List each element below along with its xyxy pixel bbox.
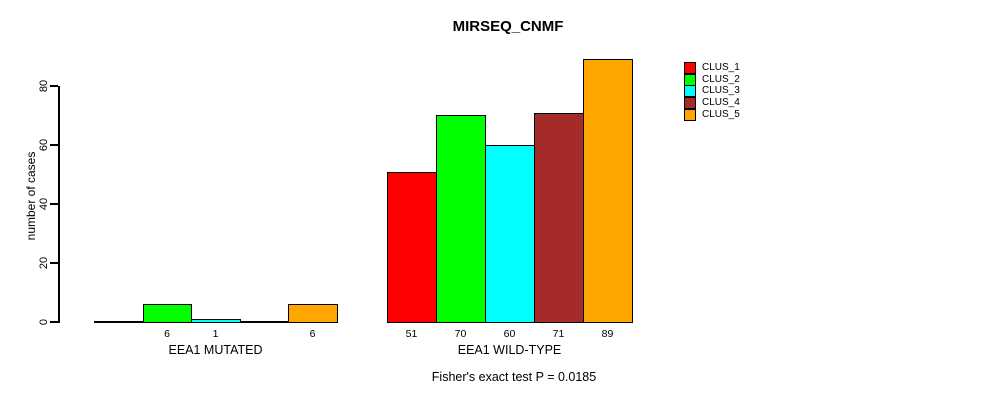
legend-swatch-clus_4 — [684, 96, 696, 109]
bar-clus_2-group2 — [436, 115, 486, 323]
bar-clus_1-group2 — [387, 172, 437, 323]
y-axis-tick — [50, 85, 58, 87]
legend-item: CLUS_2 — [684, 73, 740, 86]
legend-swatch-clus_1 — [684, 61, 696, 74]
y-axis-tick-label: 40 — [38, 197, 50, 211]
bar-value-label: 6 — [309, 328, 316, 340]
legend: CLUS_1 CLUS_2 CLUS_3 CLUS_4 CLUS_5 — [684, 61, 740, 121]
legend-item: CLUS_3 — [684, 85, 740, 98]
bar-value-label: 70 — [454, 328, 467, 340]
legend-item: CLUS_1 — [684, 61, 740, 74]
legend-label: CLUS_5 — [702, 108, 740, 120]
y-axis-tick — [50, 262, 58, 264]
bar-clus_2-group1 — [143, 304, 192, 323]
legend-swatch-clus_2 — [684, 73, 696, 86]
y-axis-tick — [50, 321, 58, 323]
bar-value-label: 89 — [601, 328, 614, 340]
bar-clus_5-group1 — [288, 304, 338, 323]
bar-clus_3-group2 — [485, 145, 535, 323]
bar-value-label: 1 — [212, 328, 219, 340]
bar-clus_1-group1 — [94, 321, 144, 323]
legend-item: CLUS_5 — [684, 108, 740, 121]
bar-value-label: 6 — [164, 328, 170, 340]
y-axis-tick — [50, 144, 58, 146]
legend-label: CLUS_2 — [702, 73, 740, 85]
y-axis-tick — [50, 203, 58, 205]
y-axis-tick-label: 60 — [38, 138, 50, 152]
legend-label: CLUS_4 — [702, 96, 740, 108]
y-axis-tick-label: 0 — [38, 318, 50, 326]
bar-clus_3-group1 — [191, 319, 241, 323]
y-axis-tick-label: 80 — [38, 79, 50, 93]
legend-swatch-clus_5 — [684, 108, 696, 121]
legend-swatch-clus_3 — [684, 85, 696, 98]
bar-clus_4-group2 — [534, 113, 584, 323]
group-label-wildtype: EEA1 WILD-TYPE — [457, 343, 562, 357]
bar-clus_4-group1 — [240, 321, 289, 323]
fisher-test-annotation: Fisher's exact test P = 0.0185 — [431, 370, 597, 384]
bar-value-label: 60 — [503, 328, 516, 340]
bar-value-label: 71 — [552, 328, 565, 340]
y-axis-line — [58, 86, 60, 323]
chart-title: MIRSEQ_CNMF — [452, 18, 564, 35]
group-label-mutated: EEA1 MUTATED — [168, 343, 263, 357]
bar-value-label: 51 — [405, 328, 418, 340]
bar-clus_5-group2 — [583, 59, 633, 323]
y-axis-label: number of cases — [24, 151, 38, 241]
legend-item: CLUS_4 — [684, 96, 740, 109]
legend-label: CLUS_1 — [702, 61, 740, 73]
legend-label: CLUS_3 — [702, 85, 740, 97]
y-axis-tick-label: 20 — [38, 256, 50, 270]
